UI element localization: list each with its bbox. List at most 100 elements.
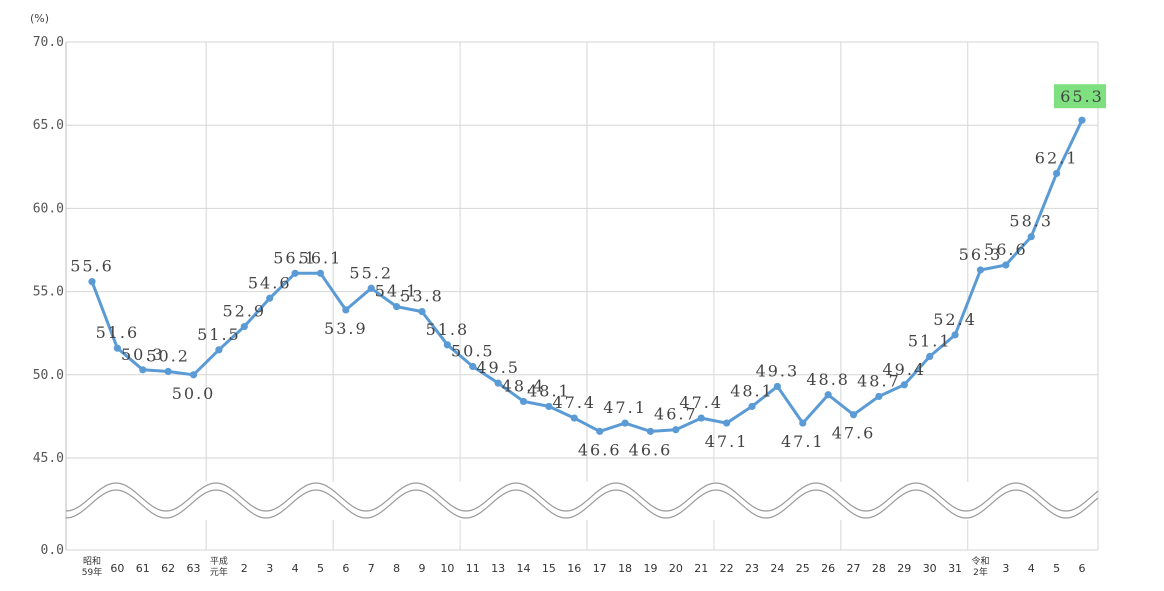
x-tick-label: 17 — [593, 562, 607, 575]
data-point — [469, 362, 477, 371]
data-label: 49.4 — [882, 360, 926, 379]
x-tick-label: 3 — [266, 562, 273, 575]
data-point — [646, 427, 655, 435]
data-point — [773, 382, 781, 391]
data-label: 48.8 — [806, 370, 850, 389]
data-label: 54.1 — [375, 282, 419, 301]
data-point — [697, 414, 705, 422]
y-tick-label: 0.0 — [41, 543, 64, 558]
x-tick-label: 20 — [669, 562, 683, 575]
data-label: 47.6 — [832, 424, 876, 443]
data-label: 47.1 — [603, 398, 647, 417]
break-wave-line — [65, 482, 1099, 512]
x-tick-label: 25 — [796, 562, 810, 575]
x-tick-label: 24 — [770, 562, 784, 575]
data-label: 56.3 — [959, 245, 1003, 264]
data-label: 46.6 — [578, 440, 622, 459]
data-label: 53.8 — [400, 287, 444, 306]
x-tick-label: 3 — [1002, 562, 1009, 575]
x-tick-label: 4 — [1028, 562, 1035, 575]
x-tick-label: 22 — [720, 562, 734, 575]
x-tick-label: 62 — [161, 562, 175, 575]
data-point — [1053, 169, 1061, 178]
data-label: 50.3 — [121, 345, 165, 364]
y-axis-ticks: 0.0 45.0 50.0 55.0 60.0 65.0 70.0 — [33, 35, 64, 558]
x-tick-label: 令和 — [971, 555, 989, 567]
x-tick-label: 61 — [136, 562, 150, 575]
x-tick-label: 28 — [872, 562, 886, 575]
data-label: 46.6 — [629, 440, 673, 459]
x-tick-label: 2年 — [973, 566, 988, 578]
data-point — [926, 352, 934, 361]
data-point — [545, 402, 553, 411]
x-tick-label: 31 — [948, 562, 962, 575]
data-label: 49.5 — [476, 358, 520, 377]
x-tick-label: 8 — [393, 562, 400, 575]
data-point — [1002, 261, 1010, 269]
data-point — [88, 278, 96, 286]
data-point — [393, 302, 401, 311]
data-label: 48.7 — [857, 371, 901, 390]
data-point — [139, 366, 147, 374]
x-tick-label: 昭和 — [83, 556, 101, 567]
y-tick-label: 70.0 — [33, 35, 64, 50]
x-tick-label: 19 — [643, 562, 657, 575]
data-point — [1027, 233, 1035, 241]
data-labels: 55.6 51.6 50.350.2 50.0 51.5 52.9 54.6 56.156.1… — [70, 84, 1106, 459]
data-label: 52.4 — [933, 310, 977, 329]
data-label: 58.3 — [1009, 212, 1053, 231]
data-label: 53.9 — [324, 319, 368, 338]
data-label: 65.3 — [1060, 87, 1104, 106]
data-point — [875, 392, 883, 401]
data-label: 55.6 — [70, 257, 114, 276]
y-tick-label: 50.0 — [33, 368, 64, 383]
x-tick-label: 14 — [517, 562, 531, 575]
data-point — [266, 294, 274, 302]
data-label: 55.2 — [349, 263, 393, 282]
y-tick-label: 65.0 — [33, 118, 64, 133]
x-tick-label: 18 — [618, 562, 632, 575]
x-tick-label: 16 — [567, 562, 581, 575]
data-label: 46.7 — [654, 405, 698, 424]
data-point — [240, 322, 248, 331]
data-point — [849, 411, 858, 419]
x-tick-label: 59年 — [82, 566, 102, 578]
data-point — [748, 402, 756, 411]
y-unit-label: (%) — [30, 12, 49, 25]
data-point — [113, 344, 121, 352]
y-tick-label: 60.0 — [33, 201, 64, 216]
data-label: 62.1 — [1035, 148, 1079, 167]
highlight-box — [1054, 84, 1106, 109]
data-label: 47.4 — [552, 393, 596, 412]
series-line — [90, 119, 1084, 433]
x-tick-label: 27 — [847, 562, 861, 575]
break-wave-line — [65, 489, 1099, 519]
data-label: 48.1 — [527, 381, 571, 400]
x-tick-label: 2 — [241, 562, 248, 575]
x-tick-label: 4 — [292, 562, 299, 575]
axis-break-mask — [67, 482, 1097, 520]
data-label: 51.8 — [426, 320, 470, 339]
data-label: 51.5 — [197, 325, 241, 344]
data-point — [215, 346, 223, 354]
x-tick-label: 5 — [317, 562, 324, 575]
data-label: 50.0 — [172, 384, 216, 403]
data-label: 50.2 — [146, 346, 190, 365]
data-label: 56.1 — [273, 248, 317, 267]
data-point — [418, 307, 426, 316]
data-point — [799, 419, 807, 427]
data-point — [570, 414, 578, 422]
x-tick-label: 平成 — [210, 555, 228, 567]
y-tick-label: 45.0 — [33, 451, 64, 466]
x-tick-label: 60 — [110, 562, 124, 575]
data-point — [723, 419, 731, 427]
axis-break-wave — [65, 482, 1099, 520]
data-point — [519, 397, 528, 406]
data-label: 48.4 — [502, 376, 546, 395]
x-tick-label: 29 — [897, 562, 911, 575]
data-point — [342, 306, 350, 314]
x-tick-label: 26 — [821, 562, 835, 575]
data-label: 50.5 — [451, 341, 495, 360]
